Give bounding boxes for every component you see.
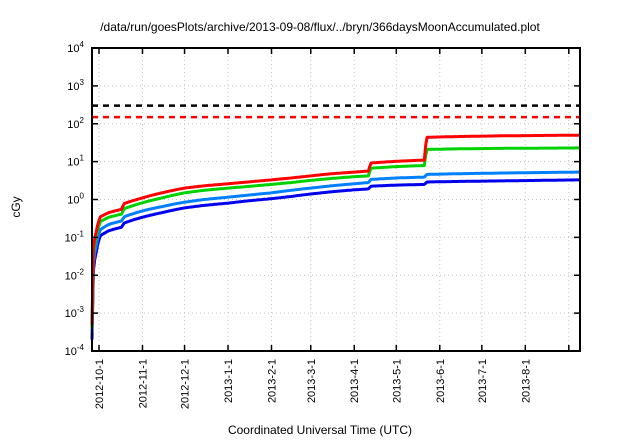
x-tick-label: 2013-3-1 [306,359,318,403]
y-tick-label: 10-2 [65,267,85,282]
y-tick-label: 10-3 [65,305,85,320]
y-tick-label: 104 [67,40,84,55]
series-blue-line [90,178,581,340]
series-light-blue-line [90,170,581,333]
x-tick-label: 2012-12-1 [180,359,192,409]
series-red-line [90,133,581,325]
x-tick-label: 2013-7-1 [477,359,489,403]
plot-title: /data/run/goesPlots/archive/2013-09-08/f… [100,20,540,34]
x-tick-label: 2013-6-1 [435,359,447,403]
y-tick-label: 10-1 [65,229,85,244]
x-tick-label: 2013-4-1 [349,359,361,403]
y-tick-label: 100 [67,192,84,207]
y-tick-label: 10-4 [65,343,85,358]
y-tick-label: 102 [67,116,84,131]
y-axis-label: cGy [9,196,23,218]
series-green-line [90,146,581,329]
x-tick-label: 2013-8-1 [520,359,532,403]
x-tick-label: 2012-11-1 [137,359,149,408]
x-tick-label: 2013-5-1 [391,359,403,403]
x-axis-label: Coordinated Universal Time (UTC) [227,423,413,437]
x-tick-label: 2013-1-1 [223,359,235,403]
x-tick-label: 2013-2-1 [266,359,278,403]
y-tick-label: 101 [67,154,84,169]
x-tick-label: 2012-10-1 [94,359,106,409]
y-tick-label: 103 [67,78,84,93]
